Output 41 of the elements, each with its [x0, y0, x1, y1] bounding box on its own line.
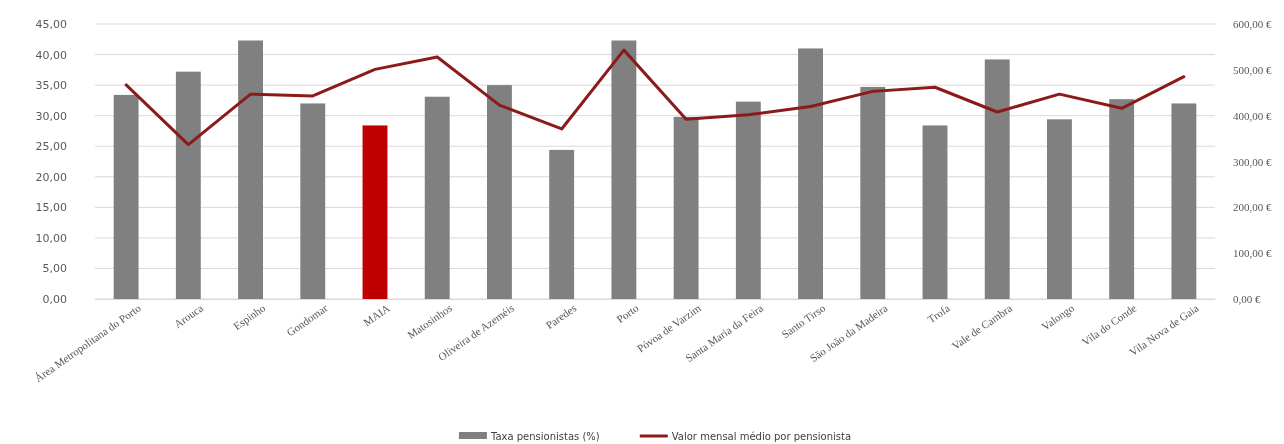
- x-tick-label: Trofa: [925, 301, 952, 326]
- x-tick-label: Santo Tirso: [779, 301, 828, 341]
- bar: [238, 40, 263, 299]
- y-tick-label: 40,00: [35, 48, 67, 62]
- bar: [113, 94, 139, 299]
- bar: [424, 96, 450, 299]
- y-tick-label: 15,00: [35, 201, 67, 215]
- x-tick-label: Porto: [614, 301, 642, 326]
- legend-label: Valor mensal médio por pensionista: [671, 431, 852, 442]
- y-tick-label: 0,00: [42, 293, 67, 307]
- bar: [673, 116, 699, 299]
- y2-tick-label: 100,00 €: [1233, 247, 1272, 260]
- bar: [735, 101, 761, 299]
- y2-tick-label: 400,00 €: [1233, 109, 1272, 122]
- y-tick-label: 25,00: [35, 140, 67, 154]
- legend-label: Taxa pensionistas (%): [489, 431, 600, 442]
- bar: [1047, 119, 1072, 299]
- bar: [1109, 99, 1135, 299]
- y2-tick-label: 500,00 €: [1233, 63, 1272, 76]
- bar: [611, 40, 637, 299]
- bar: [860, 86, 886, 299]
- y-tick-label: 45,00: [35, 18, 67, 32]
- bar: [798, 48, 823, 299]
- y-tick-label: 20,00: [35, 170, 67, 184]
- bar: [549, 149, 575, 299]
- bar: [1171, 103, 1197, 299]
- y2-tick-label: 200,00 €: [1233, 201, 1272, 214]
- bar: [300, 103, 326, 299]
- y-tick-label: 35,00: [35, 79, 67, 93]
- y-tick-label: 30,00: [35, 109, 67, 123]
- bar: [175, 71, 201, 299]
- y-tick-label: 10,00: [35, 231, 67, 245]
- bar: [984, 59, 1010, 299]
- bar: [362, 125, 388, 299]
- y2-tick-label: 0,00 €: [1233, 293, 1261, 306]
- y-tick-label: 5,00: [42, 262, 67, 276]
- y2-tick-label: 300,00 €: [1233, 155, 1272, 168]
- bar: [487, 85, 512, 299]
- line-series: [124, 48, 1186, 147]
- bar: [922, 125, 948, 299]
- y2-tick-label: 600,00 €: [1233, 18, 1272, 31]
